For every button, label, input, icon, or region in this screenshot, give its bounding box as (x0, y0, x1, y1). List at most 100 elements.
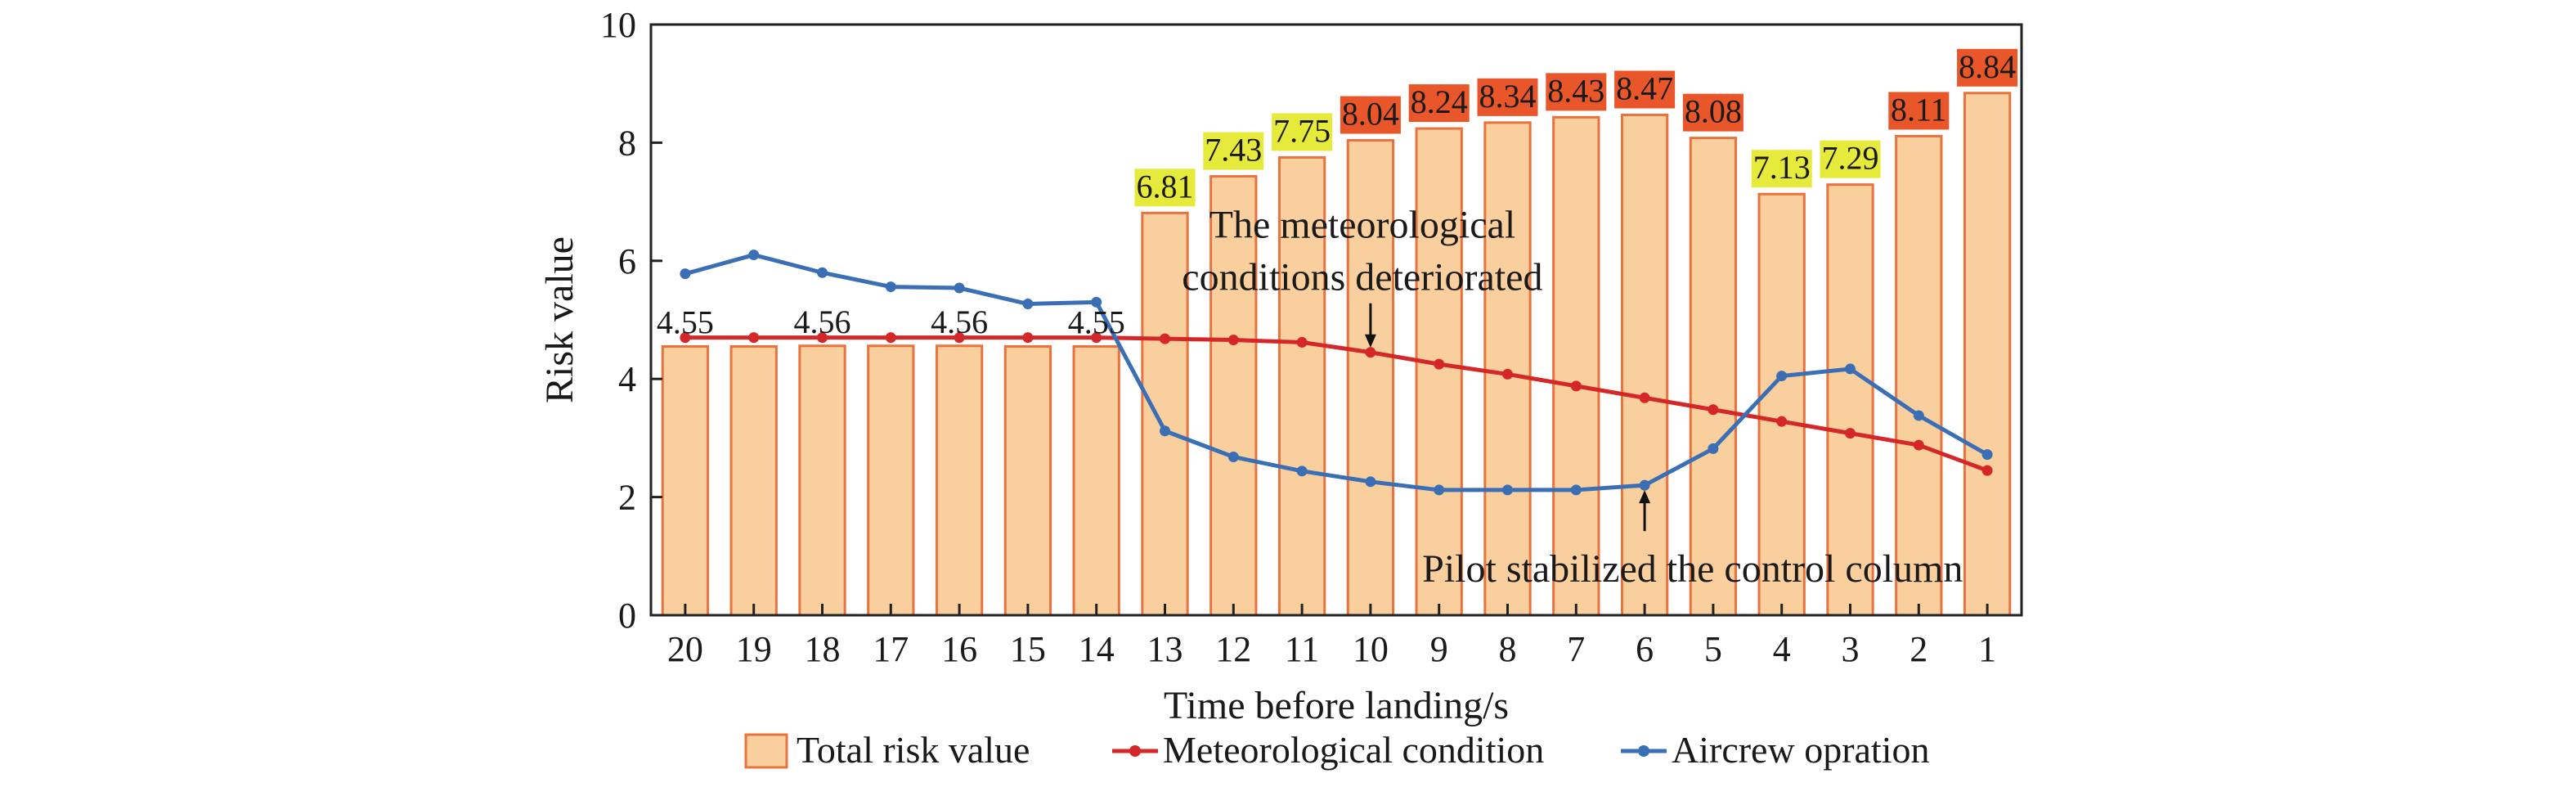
annotation-text-1-0: Pilot stabilized the control column (1422, 547, 1963, 591)
point-s2-8 (1502, 484, 1513, 496)
x-tick-label-3: 3 (1842, 629, 1860, 669)
data-label-bg-2 (1888, 92, 1950, 130)
y-tick-label-10: 10 (600, 5, 636, 45)
data-label-bg-6 (1614, 70, 1676, 109)
data-label-18: 4.56 (794, 304, 851, 340)
point-s1-10 (1365, 347, 1376, 358)
point-s2-17 (885, 281, 896, 293)
point-s2-4 (1776, 371, 1788, 382)
data-label-20: 4.55 (657, 304, 714, 340)
y-tick-label-8: 8 (618, 123, 636, 163)
point-s1-8 (1502, 368, 1513, 380)
legend-label-2: Aircrew opration (1672, 729, 1930, 771)
bar-15 (1003, 344, 1052, 617)
data-label-bg-3 (1820, 140, 1881, 178)
bar-14 (1072, 344, 1120, 617)
data-label-bg-1 (1957, 48, 2018, 87)
y-tick-label-4: 4 (618, 359, 636, 399)
point-s1-3 (1845, 428, 1856, 439)
annotation-arrowhead-0 (1364, 334, 1376, 348)
point-s1-12 (1227, 335, 1239, 346)
annotation-text-0-1: conditions deteriorated (1182, 256, 1542, 299)
bar-3 (1826, 183, 1874, 617)
data-label-8: 8.34 (1479, 78, 1537, 115)
point-s1-7 (1570, 380, 1582, 392)
legend-label-0: Total risk value (797, 729, 1030, 771)
x-tick-label-11: 11 (1285, 629, 1319, 669)
legend-swatch-0 (744, 733, 788, 769)
point-s2-1 (1981, 449, 1993, 461)
x-tick-label-8: 8 (1499, 629, 1517, 669)
legend-label-1: Meteorological condition (1163, 729, 1544, 771)
x-tick-label-4: 4 (1773, 629, 1791, 669)
bar-13 (1141, 211, 1189, 617)
point-s1-18 (817, 332, 828, 344)
point-s2-16 (954, 282, 965, 294)
data-label-10: 8.04 (1342, 96, 1399, 133)
data-label-7: 8.43 (1547, 72, 1604, 109)
point-s1-16 (954, 332, 965, 344)
data-label-bg-7 (1546, 73, 1607, 111)
data-label-1: 8.84 (1959, 48, 2016, 85)
data-label-bg-9 (1408, 84, 1470, 123)
x-tick-label-10: 10 (1353, 629, 1389, 669)
x-tick-label-5: 5 (1704, 629, 1722, 669)
point-s1-2 (1913, 439, 1924, 451)
data-label-bg-10 (1340, 96, 1401, 134)
bar-17 (867, 344, 915, 617)
point-s2-3 (1845, 363, 1856, 375)
point-s2-9 (1434, 484, 1445, 496)
x-tick-label-13: 13 (1147, 629, 1183, 669)
bar-1 (1963, 92, 2012, 617)
data-label-16: 4.56 (931, 304, 988, 340)
point-s2-6 (1639, 479, 1650, 491)
point-s2-12 (1227, 452, 1239, 463)
data-label-bg-4 (1751, 150, 1812, 188)
bar-19 (729, 344, 778, 617)
series-line-1 (684, 335, 1988, 473)
point-s1-14 (1091, 332, 1102, 344)
x-axis-title: Time before landing/s (1164, 684, 1509, 727)
data-labels: 4.55 4.56 4.56 4.55 6.81 7.43 7.75 8.04 8.24 8.34… (657, 48, 2018, 340)
data-label-2: 8.11 (1891, 91, 1947, 128)
data-label-3: 7.29 (1822, 140, 1879, 177)
point-s2-10 (1365, 476, 1376, 488)
point-s1-19 (748, 332, 760, 344)
point-s2-19 (748, 250, 760, 261)
x-tick-label-6: 6 (1636, 629, 1654, 669)
bar-series (661, 92, 2012, 617)
point-s1-17 (885, 332, 896, 344)
point-s1-1 (1981, 465, 1993, 476)
data-label-11: 7.75 (1273, 112, 1331, 149)
bar-7 (1552, 115, 1600, 617)
data-label-6: 8.47 (1616, 70, 1673, 106)
data-label-5: 8.08 (1685, 93, 1742, 130)
x-tick-label-19: 19 (736, 629, 772, 669)
point-s2-5 (1708, 443, 1719, 454)
axes: 0 2 4 6 8 10 20 19 18 17 16 15 14 13 12 11 10 9 8 7 6 5 4 3 2 1 (600, 5, 2023, 669)
data-label-bg-12 (1203, 132, 1264, 170)
x-tick-label-7: 7 (1567, 629, 1585, 669)
bar-10 (1346, 139, 1395, 617)
point-s2-15 (1022, 299, 1034, 310)
bar-18 (798, 344, 846, 617)
data-label-bg-11 (1272, 113, 1333, 151)
line-series (680, 250, 1993, 496)
y-tick-label-0: 0 (618, 596, 636, 636)
x-tick-label-17: 17 (873, 629, 909, 669)
bar-4 (1757, 192, 1806, 617)
y-tick-label-6: 6 (618, 241, 636, 281)
point-s2-2 (1913, 410, 1924, 421)
point-s2-14 (1091, 296, 1102, 308)
x-tick-label-2: 2 (1910, 629, 1928, 669)
x-tick-label-15: 15 (1010, 629, 1046, 669)
point-s2-20 (680, 268, 691, 280)
point-s1-5 (1708, 404, 1719, 416)
point-s1-11 (1296, 336, 1308, 348)
data-label-12: 7.43 (1205, 132, 1262, 169)
legend: Total risk value Meteorological condition… (744, 729, 1930, 771)
bar-5 (1689, 137, 1738, 617)
point-s1-15 (1022, 332, 1034, 344)
annotation-text-0-0: The meteorological (1209, 204, 1516, 247)
